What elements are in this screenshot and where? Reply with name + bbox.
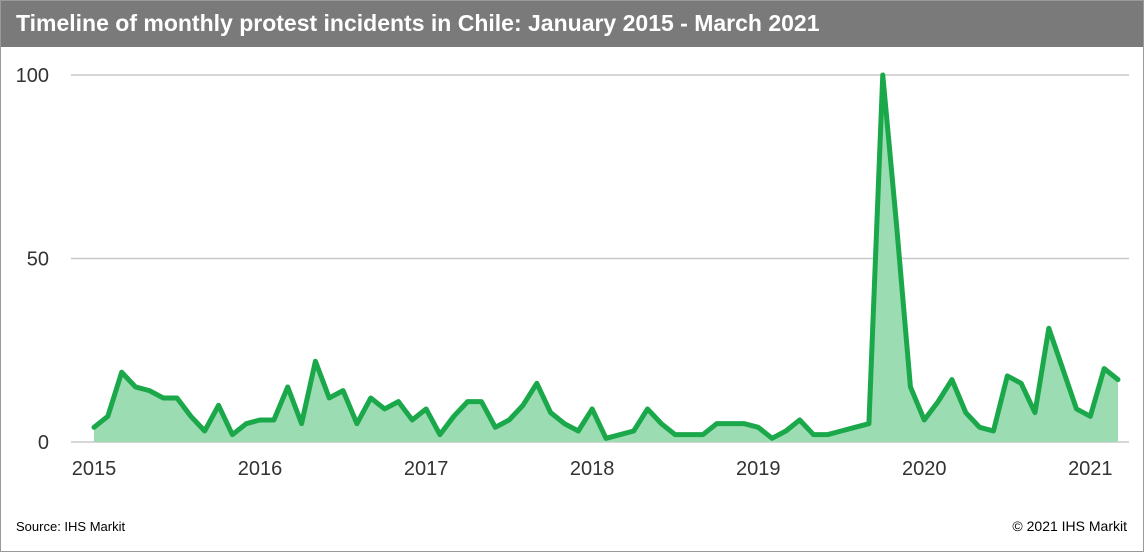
data-point [480,400,483,403]
data-point [494,426,497,429]
data-point [619,433,621,436]
data-point [771,437,773,440]
data-point [632,430,635,432]
source-note: Source: IHS Markit [16,519,126,534]
data-point [466,400,469,403]
grid-lines [71,74,1129,443]
data-point [1048,327,1050,330]
x-tick-label: 2019 [736,458,781,480]
x-tick-label: 2015 [72,458,117,480]
data-point [785,430,787,432]
data-point [522,404,524,407]
x-tick-label: 2018 [570,458,615,480]
x-tick-label: 2016 [238,458,283,480]
data-point [992,430,995,432]
data-point [452,415,455,418]
data-point [231,433,234,436]
data-point [342,389,344,392]
y-tick-label: 0 [38,432,49,454]
x-tick-label: 2020 [902,458,947,480]
data-point [439,433,441,436]
data-point [369,397,372,399]
data-point [660,422,663,425]
data-point [577,430,580,432]
data-point [162,397,164,399]
data-point [425,408,427,410]
data-point [286,386,289,388]
data-point [729,422,732,425]
data-point [245,422,248,425]
data-point [356,422,358,425]
chart-canvas: 0 50 100 2015 2016 2017 2018 2019 2020 2021 [16,65,1129,480]
data-point [273,419,275,421]
data-point [978,426,981,429]
data-point [1075,408,1078,410]
x-axis-ticks: 2015 2016 2017 2018 2019 2020 2021 [72,458,1113,480]
data-point [715,422,718,425]
data-point [1034,411,1036,414]
data-point [300,422,303,425]
data-point [549,411,552,414]
data-point [203,430,206,432]
data-point [259,419,261,421]
data-point [688,433,690,436]
series-fill [94,75,1118,442]
data-point [964,411,967,414]
data-point [646,408,649,410]
data-point [895,224,898,227]
data-point [840,430,843,432]
data-point [134,386,137,388]
copyright-note: © 2021 IHS Markit [1012,518,1127,534]
y-tick-label: 50 [27,249,49,271]
data-point [674,433,676,436]
data-point [314,360,317,363]
data-point [411,419,414,421]
data-point [881,74,884,76]
data-point [508,419,510,421]
data-point [923,419,926,421]
data-point [591,408,593,410]
data-point [798,419,801,421]
data-point [1117,378,1119,381]
data-point [1103,367,1105,370]
y-tick-label: 100 [16,65,49,87]
data-point [1089,415,1092,418]
data-point [148,389,151,392]
data-point [107,415,109,418]
data-point [909,386,912,388]
data-point [328,397,331,399]
data-point [1061,367,1064,370]
title-bar: Timeline of monthly protest incidents in… [1,1,1143,47]
data-point [702,433,704,436]
data-point [743,422,746,425]
data-point [605,437,607,440]
data-point [120,371,123,374]
x-tick-label: 2021 [1068,458,1113,480]
x-tick-label: 2017 [404,458,449,480]
data-point [826,433,829,436]
data-point [563,422,566,425]
series-area [91,72,1121,442]
data-point [854,426,856,429]
data-point [951,378,953,381]
data-point [383,408,386,410]
data-point [93,426,95,429]
data-point [757,426,760,429]
data-point [536,382,538,385]
data-point [937,400,939,403]
y-axis-ticks: 0 50 100 [16,65,49,454]
data-point [868,422,870,425]
data-point [217,404,220,407]
data-point [176,397,178,399]
series-line [91,72,1121,441]
data-point [397,400,400,403]
data-point [1006,375,1009,377]
chart-title: Timeline of monthly protest incidents in… [16,10,820,36]
data-point [190,415,192,418]
data-point [812,433,815,436]
data-point [1020,382,1022,385]
